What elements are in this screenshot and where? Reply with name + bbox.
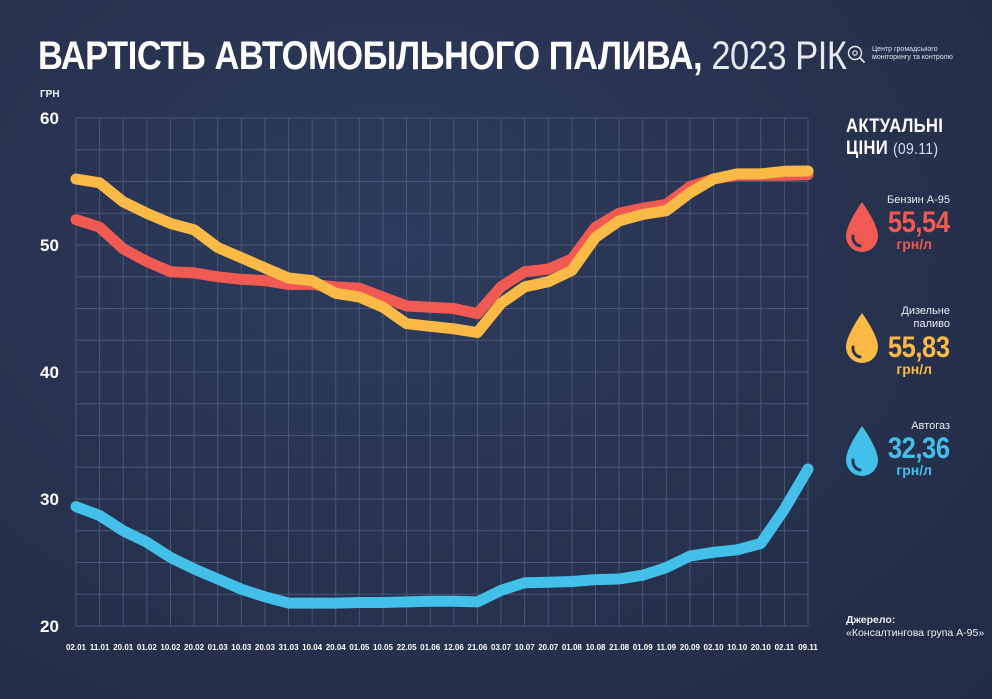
series-line-1 [70, 165, 814, 339]
legend-unit-gas: грн/л [896, 462, 932, 478]
series-line-2 [70, 463, 814, 609]
source-label: Джерело: [846, 614, 896, 626]
title-main: ВАРТІСТЬ АВТОМОБІЛЬНОГО ПАЛИВА, [38, 34, 703, 78]
x-tick-label: 20.01 [113, 643, 134, 652]
x-tick-label: 03.07 [491, 643, 512, 652]
x-tick-label: 10.05 [373, 643, 394, 652]
y-tick-label: 40 [40, 363, 59, 382]
magnifier-icon [847, 45, 865, 63]
x-tick-label: 02.11 [775, 643, 795, 652]
x-tick-label: 10.08 [585, 643, 606, 652]
chart-series [70, 165, 814, 609]
title-year: 2023 РІК [711, 34, 847, 78]
series-line-0 [70, 169, 814, 320]
x-tick-label: 01.03 [208, 643, 229, 652]
y-tick-label: 60 [40, 109, 59, 128]
x-axis-ticks: 02.01 11.01 20.01 01.02 10.02 20.02 01.03 10.03… [66, 643, 818, 652]
logo-text: Центр громадського моніторингу та контро… [872, 46, 953, 61]
current-prices-heading: АКТУАЛЬНІ ЦІНИ (09.11) [846, 116, 943, 161]
x-tick-label: 22.05 [397, 643, 418, 652]
legend-unit-diesel: грн/л [896, 361, 932, 377]
source-text: «Консалтингова група А-95» [846, 627, 985, 639]
legend-item-petrol: Бензин А-95 55,54 грн/л [836, 190, 956, 270]
x-tick-label: 10.02 [160, 643, 181, 652]
current-prices-date: (09.11) [892, 141, 939, 158]
y-tick-label: 30 [40, 490, 59, 509]
page-title: ВАРТІСТЬ АВТОМОБІЛЬНОГО ПАЛИВА, 2023 РІК [38, 34, 847, 78]
legend-item-diesel: Дизельне паливо 55,83 грн/л [836, 305, 956, 385]
legend-value-diesel: 55,83 [888, 331, 950, 364]
x-tick-label: 20.10 [751, 643, 772, 652]
x-tick-label: 31.03 [279, 643, 300, 652]
x-tick-label: 01.08 [562, 643, 583, 652]
organization-logo: Центр громадського моніторингу та контро… [846, 44, 972, 64]
x-tick-label: 21.06 [467, 643, 488, 652]
x-tick-label: 20.07 [538, 643, 559, 652]
x-tick-label: 20.04 [326, 643, 347, 652]
chart-grid [75, 117, 809, 627]
x-tick-label: 01.02 [137, 643, 158, 652]
y-axis-unit: ГРН [40, 89, 60, 100]
x-tick-label: 12.06 [444, 643, 465, 652]
x-tick-label: 20.09 [680, 643, 701, 652]
y-tick-label: 20 [40, 617, 59, 636]
y-axis-ticks: 20 30 40 50 60 [40, 109, 59, 636]
drop-icon [846, 313, 878, 363]
drop-icon [846, 202, 878, 252]
x-tick-label: 11.01 [90, 643, 110, 652]
source-note: Джерело: «Консалтингова група А-95» [846, 614, 986, 640]
x-tick-label: 01.09 [633, 643, 654, 652]
legend-name-petrol: Бензин А-95 [887, 194, 950, 206]
y-tick-label: 50 [40, 236, 59, 255]
x-tick-label: 01.05 [349, 643, 370, 652]
x-tick-label: 20.02 [184, 643, 205, 652]
x-tick-label: 10.07 [515, 643, 536, 652]
x-tick-label: 10.10 [727, 643, 748, 652]
x-tick-label: 20.03 [255, 643, 276, 652]
drop-icon [846, 426, 878, 476]
x-tick-label: 02.01 [66, 643, 87, 652]
x-tick-label: 09.11 [798, 643, 818, 652]
current-prices-heading-line2: ЦІНИ [846, 138, 889, 159]
legend-name-gas: Автогаз [911, 420, 950, 432]
x-tick-label: 02.10 [704, 643, 725, 652]
x-tick-label: 10.04 [302, 643, 323, 652]
x-tick-label: 01.06 [420, 643, 441, 652]
legend-item-gas: Автогаз 32,36 грн/л [836, 418, 956, 498]
x-tick-label: 10.03 [231, 643, 252, 652]
x-tick-label: 21.08 [609, 643, 630, 652]
x-tick-label: 11.09 [657, 643, 677, 652]
legend-value-petrol: 55,54 [888, 206, 950, 239]
current-prices-heading-line1: АКТУАЛЬНІ [846, 116, 944, 137]
legend-unit-petrol: грн/л [896, 236, 932, 252]
legend-name-diesel: Дизельне паливо [901, 305, 950, 330]
legend-value-gas: 32,36 [888, 432, 950, 465]
